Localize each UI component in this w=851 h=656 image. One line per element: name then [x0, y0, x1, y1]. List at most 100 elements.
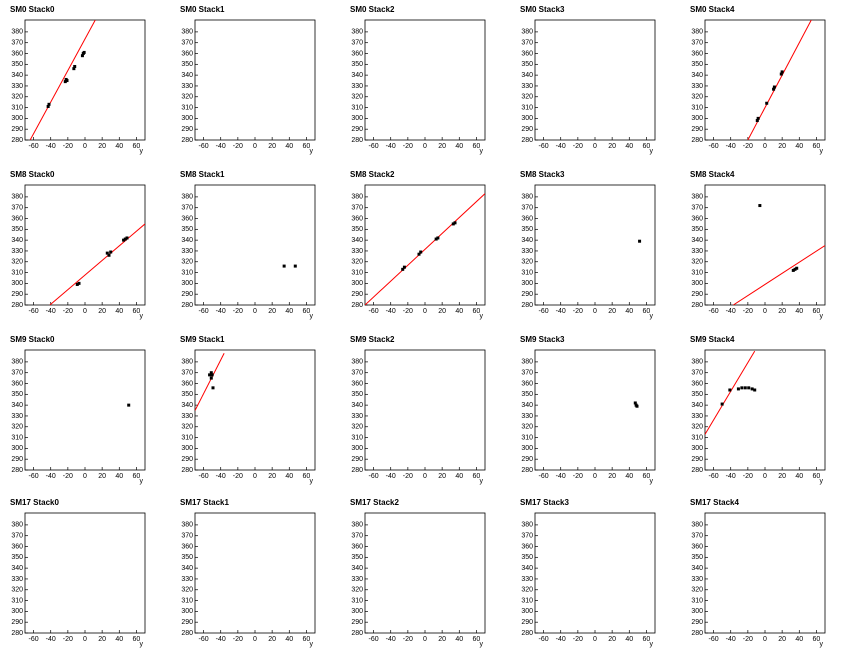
point	[720, 402, 724, 406]
x-axis-label: y	[820, 641, 824, 648]
y-tick-label: 350	[11, 61, 23, 68]
y-tick-label: 280	[11, 302, 23, 309]
y-tick-label: 320	[351, 94, 363, 101]
x-axis-label: y	[820, 313, 824, 320]
y-tick-label: 290	[521, 619, 533, 626]
x-tick-label: -40	[216, 308, 226, 315]
y-tick-label: 300	[521, 445, 533, 452]
y-tick-label: 360	[11, 50, 23, 57]
x-axis-label: y	[480, 641, 484, 648]
panel-title: SM9 Stack0	[10, 335, 55, 344]
plot-frame	[194, 19, 316, 141]
y-tick-label: 360	[521, 215, 533, 222]
y-tick-label: 330	[521, 248, 533, 255]
panel-title: SM17 Stack0	[10, 498, 59, 507]
y-tick-label: 300	[691, 445, 703, 452]
panel: SM9 Stack0 280 290 300 310 320 330 340 350 360 370…	[10, 335, 146, 485]
x-tick-label: 20	[608, 143, 616, 150]
x-tick-label: -60	[709, 308, 719, 315]
panel: SM9 Stack4 280 290 300 310 320 330 340 350 360 370…	[690, 335, 826, 485]
x-tick-label: -20	[573, 473, 583, 480]
y-tick-label: 360	[521, 50, 533, 57]
x-tick-label: 40	[625, 308, 633, 315]
y-tick-label: 350	[521, 226, 533, 233]
y-tick-label: 350	[351, 226, 363, 233]
y-tick-label: 370	[181, 205, 193, 212]
x-axis-label: y	[140, 313, 144, 320]
y-tick-label: 320	[181, 424, 193, 431]
y-tick-label: 310	[521, 269, 533, 276]
y-tick-label: 370	[691, 533, 703, 540]
x-tick-label: 60	[303, 636, 311, 643]
x-tick-label: -40	[556, 308, 566, 315]
y-tick-label: 290	[521, 291, 533, 298]
y-tick-label: 380	[521, 29, 533, 36]
x-tick-label: 40	[795, 636, 803, 643]
plot-frame	[194, 512, 316, 634]
x-tick-label: 20	[608, 308, 616, 315]
y-tick-label: 330	[691, 83, 703, 90]
panel: SM8 Stack4 280 290 300 310 320 330 340 350 360 370…	[690, 170, 826, 320]
y-tick-label: 360	[691, 215, 703, 222]
panel-title: SM17 Stack2	[350, 498, 399, 507]
x-tick-label: -40	[46, 308, 56, 315]
y-tick-label: 370	[691, 370, 703, 377]
x-tick-label: 20	[778, 308, 786, 315]
x-tick-label: -60	[199, 143, 209, 150]
point	[750, 387, 754, 391]
y-tick-label: 350	[691, 554, 703, 561]
x-tick-label: 0	[763, 473, 767, 480]
y-tick-label: 370	[691, 205, 703, 212]
y-tick-label: 340	[11, 72, 23, 79]
x-tick-label: -60	[539, 473, 549, 480]
y-tick-label: 290	[11, 619, 23, 626]
x-tick-label: 20	[268, 143, 276, 150]
x-tick-label: 20	[268, 636, 276, 643]
y-tick-label: 330	[351, 83, 363, 90]
x-tick-label: -40	[726, 143, 736, 150]
point	[63, 80, 67, 84]
y-tick-label: 300	[11, 280, 23, 287]
plot-frame	[534, 349, 656, 471]
plot-frame	[364, 19, 486, 141]
panel: SM17 Stack1 280 290 300 310 320 330 340 350 360 37…	[180, 498, 316, 648]
x-tick-label: -40	[216, 473, 226, 480]
x-tick-label: 20	[268, 308, 276, 315]
y-tick-label: 300	[691, 280, 703, 287]
x-tick-label: 60	[473, 473, 481, 480]
y-tick-label: 280	[521, 630, 533, 637]
y-tick-label: 380	[11, 194, 23, 201]
y-tick-label: 380	[691, 194, 703, 201]
y-tick-label: 360	[181, 380, 193, 387]
y-tick-label: 320	[691, 94, 703, 101]
x-tick-label: 40	[455, 143, 463, 150]
y-tick-label: 340	[691, 72, 703, 79]
y-tick-label: 350	[351, 391, 363, 398]
panel-title: SM0 Stack4	[690, 5, 735, 14]
fit-line	[49, 223, 145, 305]
y-tick-label: 360	[691, 543, 703, 550]
y-tick-label: 380	[11, 29, 23, 36]
x-tick-label: 60	[303, 308, 311, 315]
y-tick-label: 310	[691, 269, 703, 276]
x-tick-label: -20	[233, 636, 243, 643]
y-tick-label: 280	[691, 630, 703, 637]
y-tick-label: 370	[181, 40, 193, 47]
y-tick-label: 290	[181, 291, 193, 298]
x-tick-label: -60	[539, 143, 549, 150]
x-tick-label: 60	[473, 636, 481, 643]
point	[122, 238, 126, 242]
y-tick-label: 340	[351, 565, 363, 572]
point	[75, 282, 79, 286]
y-tick-label: 320	[351, 587, 363, 594]
y-tick-label: 340	[521, 402, 533, 409]
plot-frame	[704, 512, 826, 634]
panel-title: SM8 Stack2	[350, 170, 395, 179]
y-tick-label: 380	[691, 359, 703, 366]
y-tick-label: 370	[11, 533, 23, 540]
point	[736, 387, 740, 391]
x-tick-label: 40	[625, 636, 633, 643]
y-tick-label: 350	[351, 554, 363, 561]
x-tick-label: 40	[795, 473, 803, 480]
point	[779, 72, 783, 76]
